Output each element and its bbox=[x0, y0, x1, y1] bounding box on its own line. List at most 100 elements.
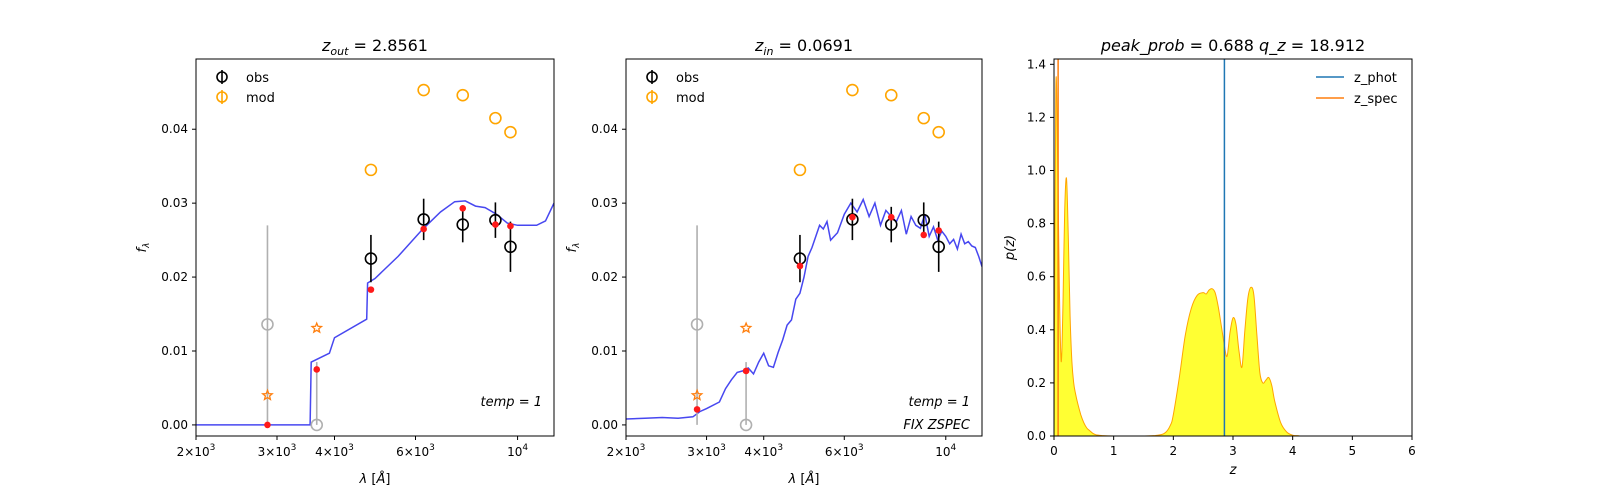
y-tick-label: 1.4 bbox=[1027, 57, 1046, 71]
y-tick-label: 0.03 bbox=[591, 196, 618, 210]
x-tick-label: 2 bbox=[1170, 444, 1178, 458]
x-tick-label: 1 bbox=[1110, 444, 1118, 458]
mod-point bbox=[793, 163, 807, 177]
model-flux-dot bbox=[935, 227, 942, 234]
x-tick-label: 6 bbox=[1408, 444, 1416, 458]
obs-point bbox=[456, 218, 470, 231]
legend-label: mod bbox=[676, 91, 705, 106]
mod-point bbox=[917, 111, 931, 125]
mod-point bbox=[489, 111, 502, 125]
model-flux-dot bbox=[887, 213, 895, 221]
plot-area bbox=[626, 83, 982, 432]
y-tick-label: 1.2 bbox=[1027, 110, 1046, 124]
y-tick-label: 0.4 bbox=[1027, 323, 1046, 337]
y-tick-label: 0.04 bbox=[161, 122, 188, 136]
model-flux-dot bbox=[313, 366, 321, 373]
legend-label: obs bbox=[246, 71, 269, 86]
plot-area bbox=[1054, 59, 1353, 436]
mod-point bbox=[932, 125, 945, 139]
mod-star-point bbox=[690, 388, 704, 401]
x-tick-label: 2×103 bbox=[607, 443, 646, 459]
model-flux-dot bbox=[920, 231, 928, 239]
legend-marker bbox=[646, 91, 658, 103]
panel-title: zin = 0.0691 bbox=[754, 36, 853, 58]
mod-point bbox=[456, 88, 470, 102]
legend-marker bbox=[216, 91, 228, 103]
sed-panel-2: 2×103 3×103 4×103 6×103 104 0.00 0.01 0.02 0.03 0… bbox=[565, 36, 983, 487]
x-tick-label: 104 bbox=[935, 443, 956, 459]
y-tick-label: 0.03 bbox=[161, 196, 188, 210]
legend-label: z_spec bbox=[1354, 92, 1398, 107]
obs-point bbox=[917, 213, 931, 227]
lowsn-obs-point bbox=[310, 418, 324, 432]
y-tick-label: 0.02 bbox=[161, 270, 188, 284]
model-flux-dot bbox=[367, 286, 375, 293]
plot-area bbox=[196, 83, 554, 432]
mod-point bbox=[846, 83, 859, 97]
x-axis-label: λ [Å] bbox=[788, 471, 820, 487]
panel-title: zout = 2.8561 bbox=[321, 36, 428, 58]
x-tick-label: 0 bbox=[1050, 444, 1058, 458]
y-axis-label: fλ bbox=[565, 243, 582, 253]
model-flux-dot bbox=[459, 205, 467, 212]
mod-star-point bbox=[310, 321, 324, 334]
model-flux-dot bbox=[849, 213, 856, 221]
x-tick-label: 4×103 bbox=[315, 443, 354, 459]
model-flux-dot bbox=[693, 406, 701, 413]
y-tick-label: 0.02 bbox=[591, 270, 618, 284]
model-flux-dot bbox=[492, 221, 499, 228]
obs-point bbox=[364, 252, 378, 265]
annotation: temp = 1 bbox=[481, 395, 542, 410]
y-tick-label: 0.6 bbox=[1027, 270, 1046, 284]
pz-fill bbox=[1054, 76, 1353, 436]
y-tick-label: 0.0 bbox=[1027, 429, 1046, 443]
panel-title: peak_prob = 0.688 q_z = 18.912 bbox=[1100, 36, 1365, 56]
y-tick-label: 0.00 bbox=[161, 418, 188, 432]
x-axis-label: λ [Å] bbox=[359, 471, 391, 487]
obs-point bbox=[504, 240, 517, 254]
axes-frame bbox=[625, 58, 983, 437]
axes-frame bbox=[195, 58, 555, 437]
mod-star-point bbox=[739, 321, 753, 334]
x-tick-label: 2×103 bbox=[177, 443, 216, 459]
y-tick-label: 0.8 bbox=[1027, 217, 1046, 231]
x-tick-label: 3×103 bbox=[687, 443, 726, 459]
obs-point bbox=[932, 240, 945, 254]
annotation: temp = 1 bbox=[909, 395, 970, 410]
legend-label: obs bbox=[676, 71, 699, 86]
pz-curve bbox=[1054, 76, 1353, 436]
sed-model-line bbox=[196, 200, 554, 426]
y-tick-label: 0.01 bbox=[161, 344, 188, 358]
y-tick-label: 0.2 bbox=[1027, 376, 1046, 390]
mod-point bbox=[504, 125, 517, 139]
y-tick-label: 0.04 bbox=[591, 122, 618, 136]
x-tick-label: 6×103 bbox=[396, 443, 435, 459]
legend-marker bbox=[646, 71, 658, 83]
sed-panel-1: 2×103 3×103 4×103 6×103 104 0.00 0.01 0.02 0.03 0… bbox=[135, 36, 555, 487]
x-tick-label: 5 bbox=[1349, 444, 1357, 458]
obs-point bbox=[417, 213, 430, 226]
legend-label: mod bbox=[246, 91, 275, 106]
mod-point bbox=[364, 163, 378, 177]
x-tick-label: 4×103 bbox=[744, 443, 783, 459]
x-tick-label: 6×103 bbox=[825, 443, 864, 459]
lowsn-obs-point bbox=[739, 418, 753, 432]
y-axis-label: fλ bbox=[135, 243, 152, 253]
sed-model-line bbox=[626, 197, 982, 420]
x-tick-label: 3×103 bbox=[258, 443, 297, 459]
y-tick-label: 0.00 bbox=[591, 418, 618, 432]
annotation: FIX ZSPEC bbox=[903, 418, 971, 433]
mod-star-point bbox=[260, 388, 274, 401]
lowsn-obs-point bbox=[261, 318, 274, 331]
y-axis-label: p(z) bbox=[1003, 235, 1018, 261]
x-tick-label: 3 bbox=[1229, 444, 1237, 458]
legend-marker bbox=[216, 71, 228, 83]
y-tick-label: 0.01 bbox=[591, 344, 618, 358]
lowsn-obs-point bbox=[690, 318, 704, 331]
x-axis-label: z bbox=[1229, 463, 1238, 478]
legend-label: z_phot bbox=[1354, 71, 1397, 86]
y-tick-label: 1.0 bbox=[1027, 164, 1046, 178]
mod-point bbox=[417, 83, 430, 97]
x-tick-label: 4 bbox=[1289, 444, 1297, 458]
